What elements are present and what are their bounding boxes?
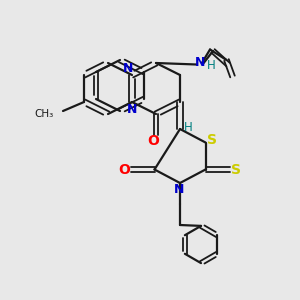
Text: CH₃: CH₃ — [35, 109, 54, 119]
Text: O: O — [118, 163, 130, 176]
Text: S: S — [231, 163, 241, 176]
Text: S: S — [207, 133, 217, 146]
Text: N: N — [123, 62, 134, 75]
Text: O: O — [147, 134, 159, 148]
Text: N: N — [127, 103, 137, 116]
Text: N: N — [174, 183, 184, 196]
Text: H: H — [184, 121, 193, 134]
Text: H: H — [207, 58, 216, 72]
Text: N: N — [195, 56, 206, 69]
